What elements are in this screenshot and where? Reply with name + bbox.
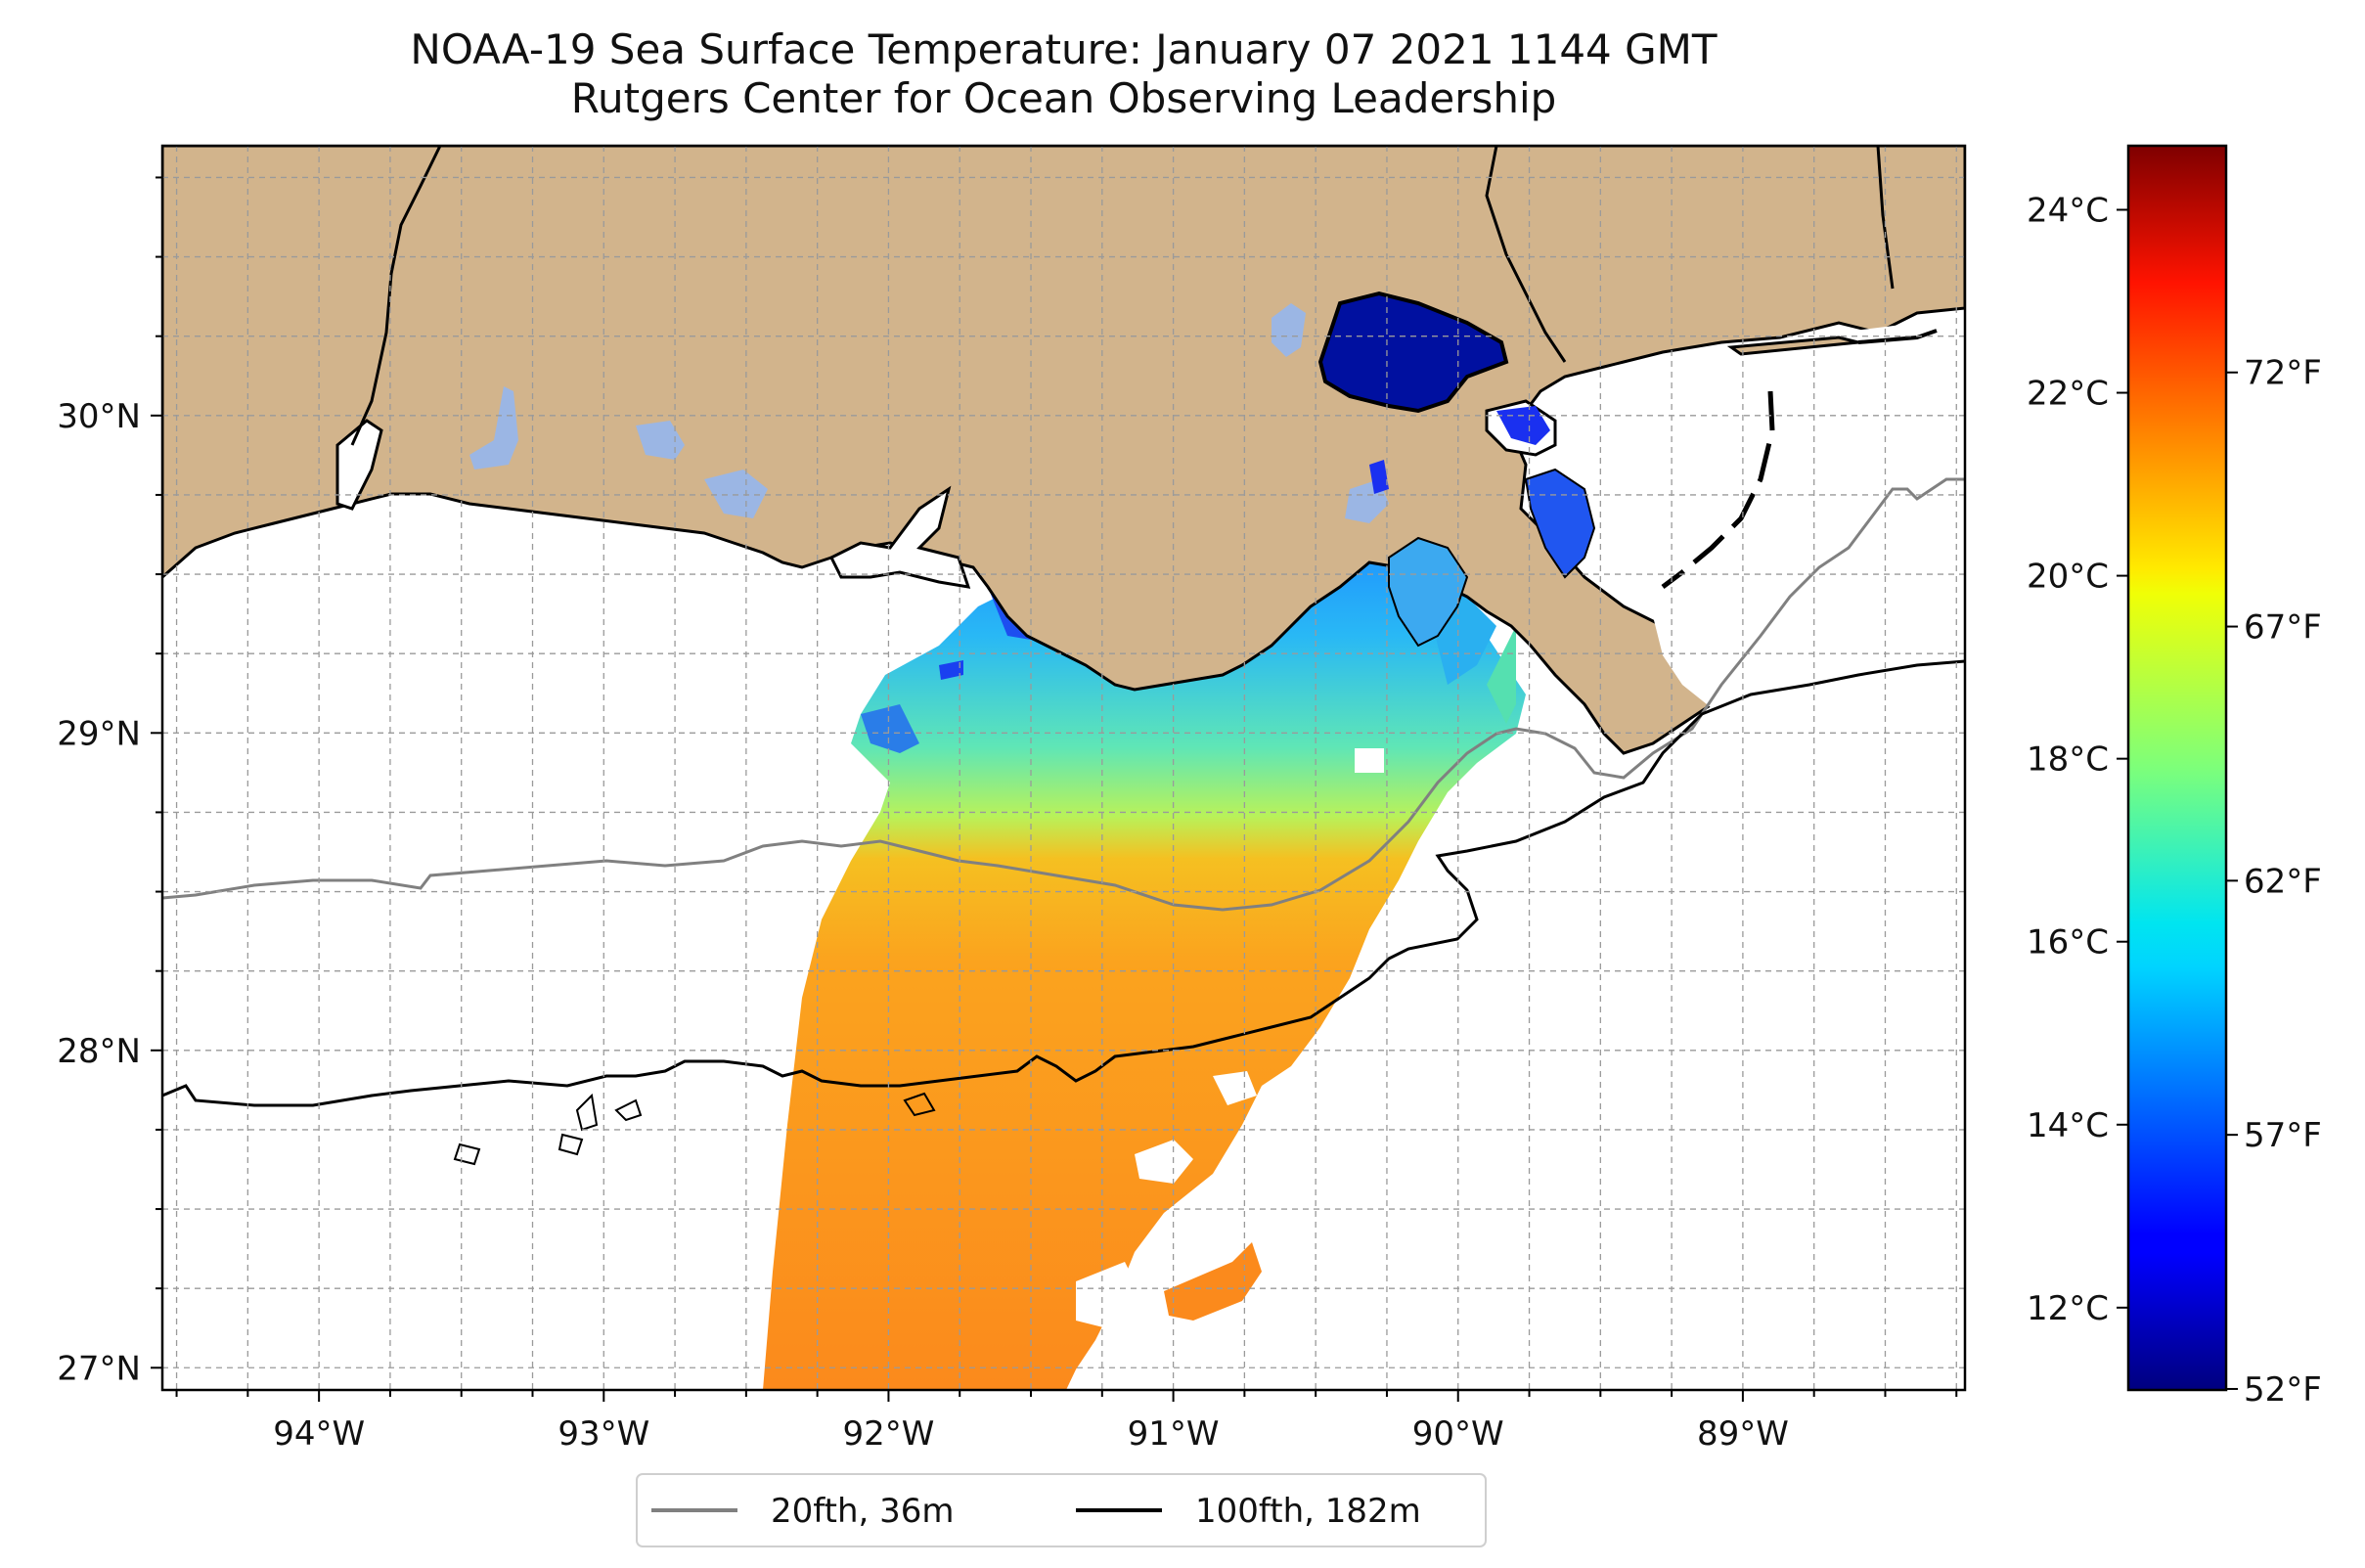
- gridlines: [162, 146, 1965, 1390]
- fahrenheit-tick-label: 62°F: [2244, 862, 2322, 901]
- barrier-island: [1857, 329, 1938, 344]
- contour-small-loop: [558, 1133, 584, 1156]
- legend-label-20fth: 20fth, 36m: [771, 1492, 955, 1531]
- celsius-tick-label: 14°C: [2027, 1106, 2109, 1145]
- legend-label-100fth: 100fth, 182m: [1195, 1492, 1421, 1531]
- lon-tick-label: 90°W: [1412, 1414, 1504, 1454]
- lat-tick-label: 27°N: [57, 1349, 141, 1388]
- chandeleur-islands: [1661, 390, 1775, 589]
- bathymetry-contours: [162, 477, 1965, 1166]
- legend-box: [636, 1473, 1487, 1547]
- sabine-lake: [335, 419, 383, 511]
- figure-subtitle: Rutgers Center for Ocean Observing Leade…: [570, 74, 1557, 122]
- cloud-gap: [1213, 1071, 1257, 1105]
- inland-lake: [636, 421, 685, 460]
- lat-tick-label: 29°N: [57, 714, 141, 753]
- inland-lake: [469, 386, 518, 470]
- nearshore-cold-water: [939, 660, 963, 680]
- celsius-tick-label: 22°C: [2027, 375, 2109, 414]
- cloud-gap: [1076, 1262, 1144, 1330]
- figure-title: NOAA-19 Sea Surface Temperature: January…: [410, 25, 1718, 73]
- fahrenheit-tick-label: 52°F: [2244, 1370, 2322, 1410]
- lake-maurepas: [1272, 303, 1306, 357]
- cloud-gap: [1135, 1140, 1193, 1184]
- colorbar: 12°C 14°C 16°C 18°C 20°C 22°C 24°C 52°F 57°F 62°F…: [2027, 144, 2322, 1410]
- vermilion-bay: [828, 485, 971, 589]
- colorbar-ticks: 12°C 14°C 16°C 18°C 20°C 22°C 24°C 52°F 57°F 62°F…: [2027, 191, 2322, 1409]
- cloud-gap: [1355, 748, 1384, 773]
- lon-tick-label: 93°W: [558, 1414, 649, 1454]
- lat-tick-label: 28°N: [57, 1032, 141, 1071]
- map-frame: [160, 144, 1967, 1392]
- lon-tick-label: 89°W: [1697, 1414, 1789, 1454]
- contour-100fth: [162, 659, 1965, 1107]
- nearshore-cold-water: [861, 704, 919, 753]
- contour-small-loop: [453, 1142, 481, 1166]
- celsius-tick-label: 18°C: [2027, 740, 2109, 780]
- breton-sound: [1524, 468, 1596, 579]
- state-border: [350, 146, 442, 446]
- fahrenheit-tick-label: 67°F: [2244, 608, 2322, 648]
- map-area: [162, 146, 1965, 1390]
- legend: 20fth, 36m 100fth, 182m: [636, 1473, 1487, 1547]
- lon-tick-label: 94°W: [273, 1414, 365, 1454]
- lat-tick-label: 30°N: [57, 397, 141, 436]
- contour-small-loop: [903, 1092, 936, 1117]
- colorbar-gradient: [2126, 144, 2228, 1392]
- sst-swath-offshore: [1164, 1242, 1262, 1321]
- sst-swath-main: [763, 533, 1526, 1390]
- lon-tick-label: 92°W: [842, 1414, 934, 1454]
- chandeleur-water: [1594, 323, 1965, 724]
- land: [162, 146, 1965, 755]
- celsius-tick-label: 20°C: [2027, 558, 2109, 597]
- inland-lake-sst: [1369, 460, 1389, 494]
- title-block: NOAA-19 Sea Surface Temperature: January…: [162, 25, 1965, 123]
- fahrenheit-tick-label: 72°F: [2244, 354, 2322, 393]
- lake-pontchartrain: [1317, 291, 1509, 414]
- inland-lake: [704, 470, 768, 518]
- fahrenheit-tick-label: 57°F: [2244, 1116, 2322, 1155]
- nearshore-cold-water: [1487, 626, 1516, 724]
- contour-20fth: [162, 477, 1965, 912]
- celsius-tick-label: 24°C: [2027, 191, 2109, 230]
- map-axis-ticks: 94°W 93°W 92°W 91°W 90°W 89°W 30°N 29°N 28°N 27°N: [57, 176, 1958, 1454]
- contour-small-loop: [614, 1098, 643, 1122]
- celsius-tick-label: 16°C: [2027, 923, 2109, 963]
- state-border: [1485, 146, 1567, 363]
- barataria-bay: [1388, 536, 1469, 648]
- lon-tick-label: 91°W: [1128, 1414, 1220, 1454]
- contour-small-loop: [575, 1093, 599, 1132]
- celsius-tick-label: 12°C: [2027, 1289, 2109, 1328]
- state-border: [1876, 146, 1895, 290]
